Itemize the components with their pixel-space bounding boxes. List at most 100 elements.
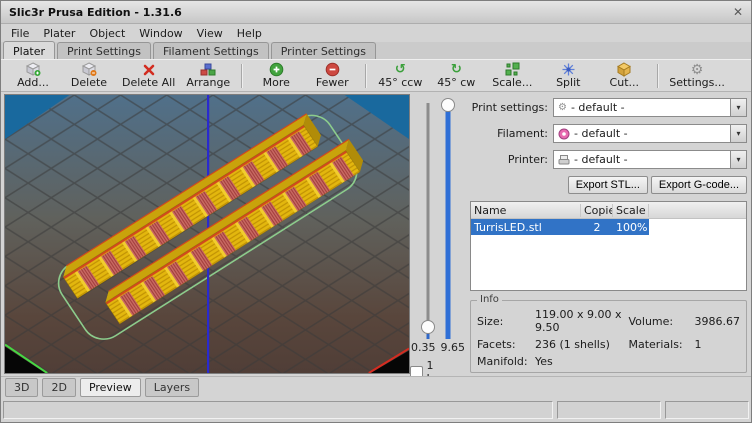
export-gcode-button[interactable]: Export G-code... <box>650 176 747 194</box>
tab-print-settings[interactable]: Print Settings <box>57 42 151 59</box>
printer-label: Printer: <box>507 153 548 166</box>
column-copies[interactable]: Copies <box>581 203 613 217</box>
settings-button[interactable]: ⚙ Settings... <box>664 61 730 90</box>
fewer-label: Fewer <box>315 76 349 89</box>
split-button[interactable]: Split <box>540 61 596 90</box>
print-settings-select[interactable]: ⚙ - default - ▾ <box>553 98 747 117</box>
arrange-icon <box>200 62 216 77</box>
rotate-cw-button[interactable]: ↻ 45° cw <box>428 61 484 90</box>
viewport-3d[interactable] <box>4 94 410 374</box>
layer-high-handle[interactable] <box>441 98 455 112</box>
model-bar-2[interactable] <box>101 138 367 325</box>
cut-box-icon <box>616 62 632 77</box>
print-settings-row: Print settings: ⚙ - default - ▾ <box>470 98 747 117</box>
size-value: 119.00 x 9.00 x 9.50 <box>535 308 622 334</box>
tab-preview[interactable]: Preview <box>79 378 141 397</box>
status-cell-2 <box>665 401 749 419</box>
tab-filament-settings[interactable]: Filament Settings <box>152 42 269 59</box>
layer-high-value: 9.65 <box>440 341 466 354</box>
table-row[interactable]: TurrisLED.stl 2 100% <box>471 219 649 235</box>
delete-all-button[interactable]: Delete All <box>117 61 180 90</box>
toolbar-separator <box>241 63 244 88</box>
printer-icon <box>558 154 570 166</box>
arrange-button[interactable]: Arrange <box>180 61 236 90</box>
volume-label: Volume: <box>628 314 674 328</box>
layer-slider-values: 0.35 9.65 <box>411 341 465 354</box>
menu-file[interactable]: File <box>11 26 30 40</box>
filament-select[interactable]: - default - ▾ <box>553 124 747 143</box>
cut-label: Cut... <box>609 76 640 89</box>
scale-label: Scale... <box>492 76 533 89</box>
cut-button[interactable]: Cut... <box>596 61 652 90</box>
row-name: TurrisLED.stl <box>474 220 542 234</box>
chevron-down-icon[interactable]: ▾ <box>730 151 746 168</box>
tab-layers[interactable]: Layers <box>144 378 200 397</box>
menu-window[interactable]: Window <box>139 26 183 40</box>
menu-plater[interactable]: Plater <box>43 26 76 40</box>
export-row: Export STL... Export G-code... <box>470 176 747 194</box>
object-list-header: Name Copies Scale <box>471 202 746 219</box>
toolbar-separator <box>365 63 368 88</box>
delete-label: Delete <box>70 76 108 89</box>
add-box-icon <box>25 62 41 77</box>
menu-bar: File Plater Object Window View Help <box>1 24 751 42</box>
rotate-ccw-button[interactable]: ↺ 45° ccw <box>372 61 428 90</box>
facets-value: 236 (1 shells) <box>535 338 610 351</box>
menu-view[interactable]: View <box>196 26 223 40</box>
gear-icon: ⚙ <box>558 101 567 113</box>
add-button[interactable]: Add... <box>5 61 61 90</box>
status-cell-1 <box>557 401 661 419</box>
size-label: Size: <box>477 314 504 328</box>
plater-toolbar: Add... Delete Delete All Arrange More <box>1 59 751 92</box>
close-icon[interactable]: ✕ <box>732 5 743 19</box>
menu-help[interactable]: Help <box>236 26 262 40</box>
chevron-down-icon[interactable]: ▾ <box>730 99 746 116</box>
delete-button[interactable]: Delete <box>61 61 117 90</box>
more-button[interactable]: More <box>248 61 304 90</box>
materials-value: 1 <box>694 338 702 351</box>
rotate-ccw-icon: ↺ <box>394 62 406 77</box>
column-name[interactable]: Name <box>471 203 581 217</box>
rotate-cw-label: 45° cw <box>437 76 476 89</box>
rotate-cw-icon: ↻ <box>450 62 462 77</box>
menu-object[interactable]: Object <box>89 26 126 40</box>
more-icon <box>269 62 284 77</box>
model-bar-1[interactable] <box>59 113 325 299</box>
facets-label: Facets: <box>477 338 516 351</box>
tab-2d[interactable]: 2D <box>42 378 76 397</box>
layer-low-value: 0.35 <box>411 341 436 354</box>
column-scale[interactable]: Scale <box>613 203 649 217</box>
window-title: Slic3r Prusa Edition - 1.31.6 <box>9 5 182 19</box>
printer-row: Printer: - default - ▾ <box>470 150 747 169</box>
add-label: Add... <box>17 76 49 89</box>
axis-x-red <box>368 347 409 373</box>
row-copies: 2 <box>593 220 601 234</box>
toolbar-separator <box>657 63 660 88</box>
split-label: Split <box>556 76 581 89</box>
delete-all-label: Delete All <box>122 76 176 89</box>
more-label: More <box>262 76 290 89</box>
scale-button[interactable]: Scale... <box>484 61 540 90</box>
title-bar: Slic3r Prusa Edition - 1.31.6 ✕ <box>1 1 751 24</box>
filament-value: - default - <box>574 127 628 140</box>
printer-value: - default - <box>574 153 628 166</box>
plater-main: 0.35 9.65 1 Layer Print settings: ⚙ - de… <box>1 92 751 385</box>
layer-slider-column: 0.35 9.65 1 Layer <box>410 92 466 385</box>
view-tab-bar: 3D 2D Preview Layers <box>1 376 751 398</box>
export-stl-button[interactable]: Export STL... <box>567 176 648 194</box>
layer-low-handle[interactable] <box>421 320 435 334</box>
settings-gear-icon: ⚙ <box>690 61 704 78</box>
settings-label: Settings... <box>669 76 725 89</box>
tab-3d[interactable]: 3D <box>5 378 39 397</box>
chevron-down-icon[interactable]: ▾ <box>730 125 746 142</box>
fewer-button[interactable]: Fewer <box>304 61 360 90</box>
printer-select[interactable]: - default - ▾ <box>553 150 747 169</box>
rotate-ccw-label: 45° ccw <box>378 76 423 89</box>
delete-all-icon <box>142 62 156 77</box>
info-box: Info Size: 119.00 x 9.00 x 9.50 Volume: … <box>470 294 747 373</box>
fewer-icon <box>325 62 340 77</box>
tab-printer-settings[interactable]: Printer Settings <box>270 42 376 59</box>
tab-plater[interactable]: Plater <box>3 41 56 59</box>
status-bar <box>1 398 751 422</box>
